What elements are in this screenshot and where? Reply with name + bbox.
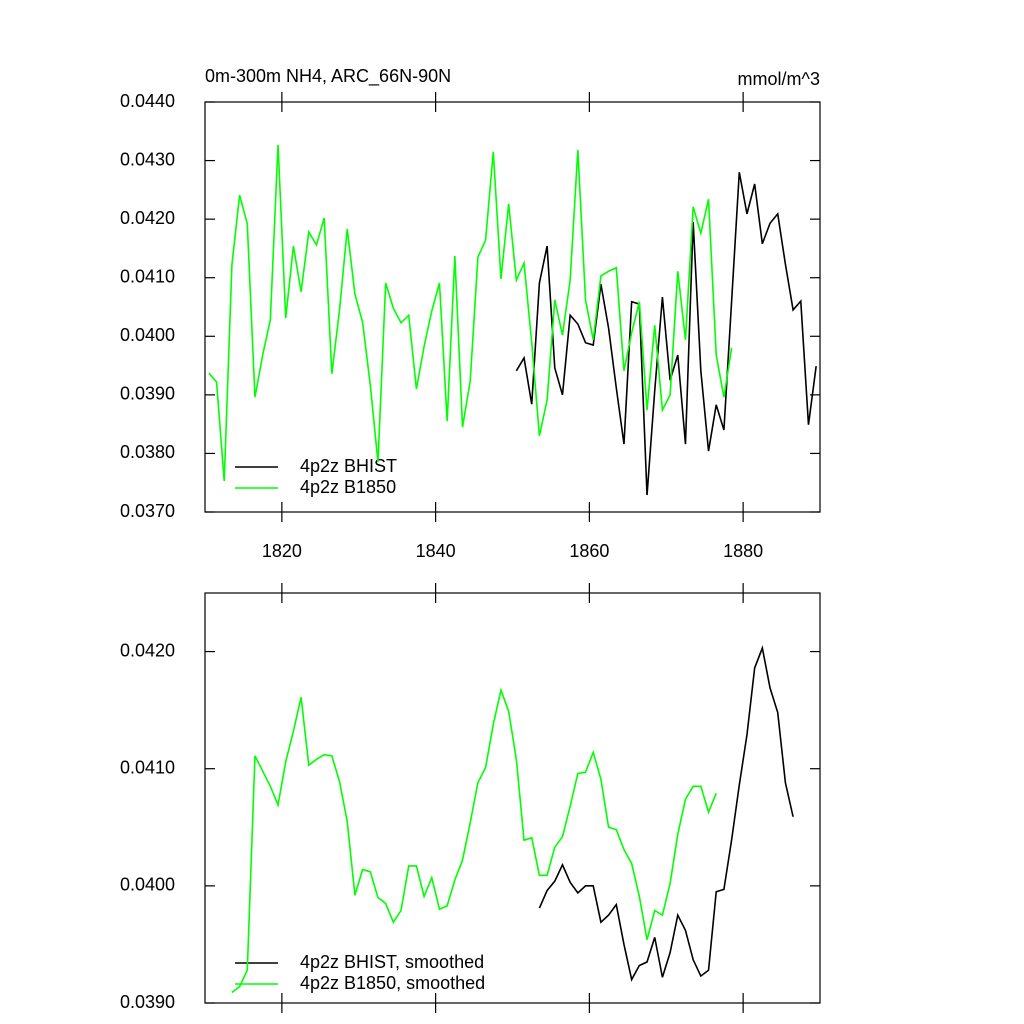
y-tick-label: 0.0390 bbox=[120, 992, 175, 1012]
data-line bbox=[515, 172, 817, 496]
y-tick-label: 0.0420 bbox=[120, 208, 175, 228]
y-tick-label: 0.0410 bbox=[120, 757, 175, 777]
x-tick-label: 1860 bbox=[569, 541, 609, 561]
legend-label: 4p2z B1850 bbox=[300, 477, 396, 497]
x-tick-label: 1880 bbox=[723, 541, 763, 561]
chart-title: 0m-300m NH4, ARC_66N-90N bbox=[205, 66, 451, 87]
y-tick-label: 0.0380 bbox=[120, 442, 175, 462]
plot-frame bbox=[204, 592, 821, 1004]
legend-label: 4p2z B1850, smoothed bbox=[300, 973, 485, 993]
y-tick-label: 0.0370 bbox=[120, 501, 175, 521]
x-tick-label: 1840 bbox=[416, 541, 456, 561]
y-units: mmol/m^3 bbox=[738, 69, 820, 89]
data-line bbox=[231, 687, 717, 994]
y-tick-label: 0.0400 bbox=[120, 875, 175, 895]
y-tick-label: 0.0440 bbox=[120, 91, 175, 111]
plot-frame bbox=[204, 101, 821, 513]
y-tick-label: 0.0410 bbox=[120, 266, 175, 286]
y-tick-label: 0.0420 bbox=[120, 640, 175, 660]
y-tick-label: 0.0430 bbox=[120, 149, 175, 169]
x-tick-label: 1820 bbox=[262, 541, 302, 561]
legend-label: 4p2z BHIST, smoothed bbox=[300, 952, 484, 972]
legend-label: 4p2z BHIST bbox=[300, 456, 397, 476]
y-tick-label: 0.0390 bbox=[120, 384, 175, 404]
data-line bbox=[208, 144, 733, 482]
data-line bbox=[538, 645, 794, 982]
y-tick-label: 0.0400 bbox=[120, 325, 175, 345]
